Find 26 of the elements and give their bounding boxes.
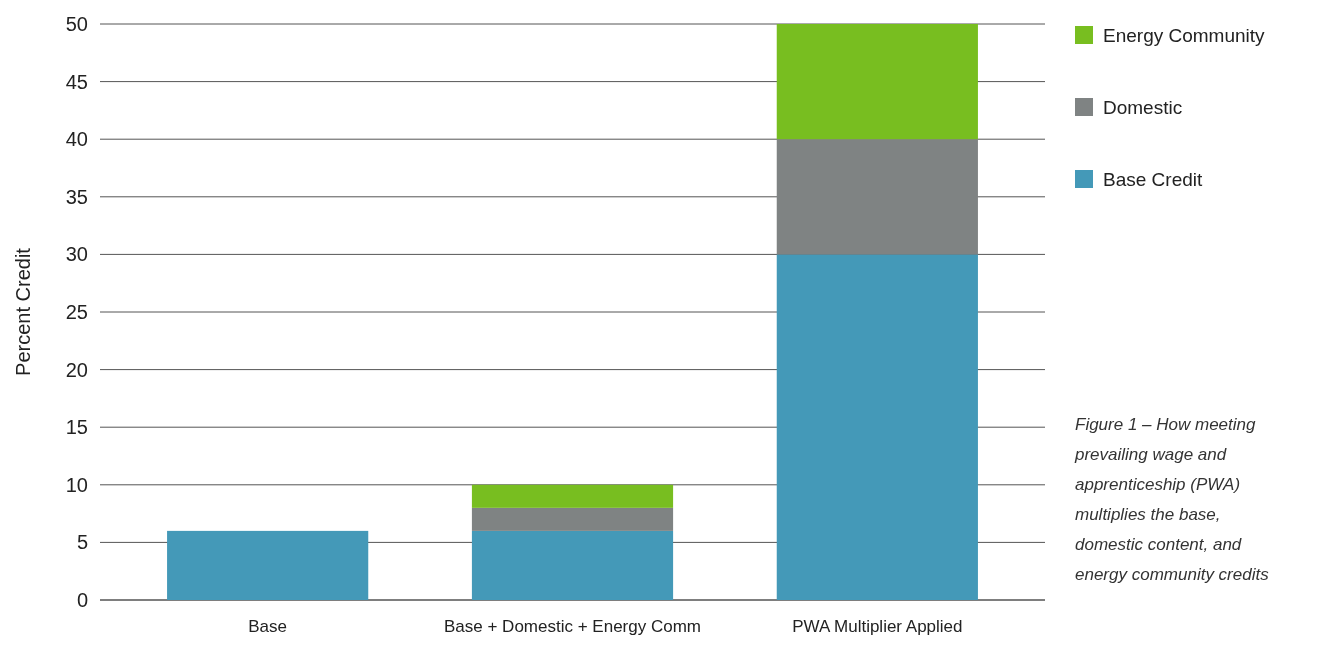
legend-label: Base Credit (1103, 168, 1203, 190)
y-tick-label: 20 (65, 358, 88, 381)
y-tick-label: 50 (65, 13, 88, 35)
bar (471, 484, 674, 508)
bar (776, 24, 978, 140)
bar (776, 254, 978, 600)
legend-label: Energy Community (1103, 24, 1266, 46)
y-tick-label: 15 (65, 416, 88, 439)
x-tick-label: Base (248, 617, 288, 636)
y-tick-label: 25 (65, 301, 88, 323)
y-tick-label: 35 (65, 185, 88, 208)
x-tick-label: PWA Multiplier Applied (792, 617, 963, 636)
y-tick-label: 5 (76, 531, 88, 554)
y-tick-label: 30 (65, 243, 88, 266)
y-tick-label: 45 (65, 70, 88, 93)
y-tick-label: 10 (65, 473, 88, 496)
x-tick-label: Base + Domestic + Energy Comm (444, 617, 701, 636)
y-tick-label: 40 (65, 128, 88, 151)
bar (776, 139, 978, 255)
y-axis-title: Percent Credit (12, 247, 34, 376)
caption: Figure 1 – How meeting prevailing wage and apprenticeship (PWA) multiplies the base, domestic content, and energy community credits (1074, 415, 1270, 584)
bar (167, 530, 369, 600)
y-tick-label: 0 (76, 589, 88, 611)
bar (471, 530, 674, 600)
bar (471, 507, 674, 531)
legend-label: Domestic (1103, 96, 1183, 118)
